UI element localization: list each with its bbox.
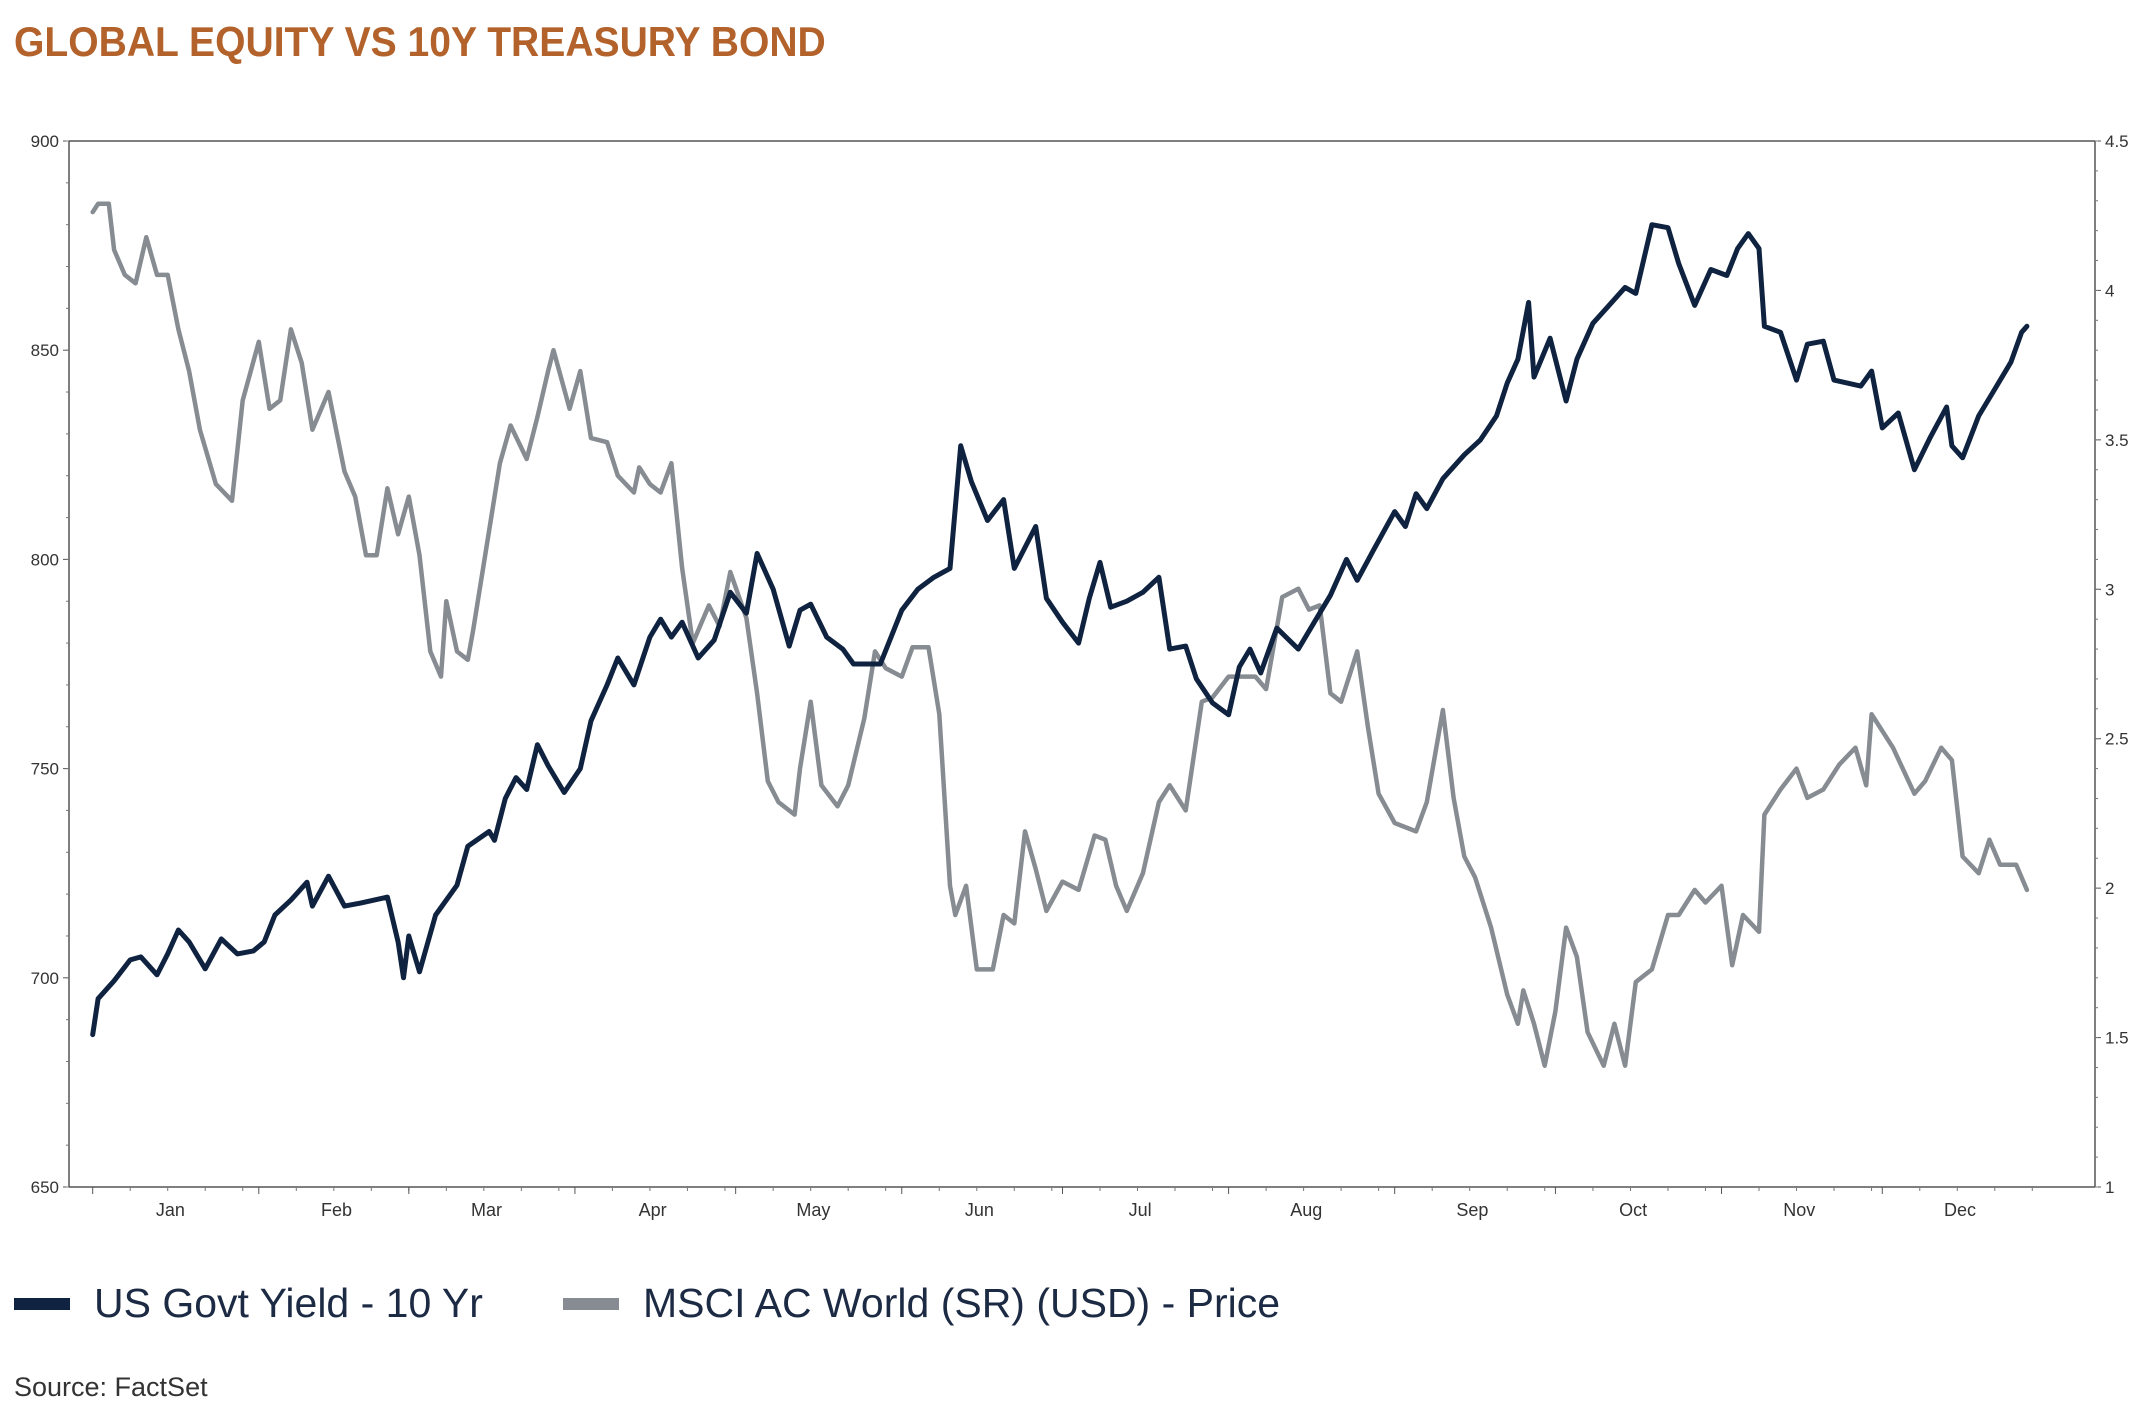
x-tick-label: Sep bbox=[1456, 1200, 1488, 1220]
right-tick-label: 2 bbox=[2105, 879, 2114, 898]
left-tick-label: 700 bbox=[31, 969, 59, 988]
right-tick-label: 4.5 bbox=[2105, 132, 2129, 151]
axes: 650 700 750 800 850 900 1 1.5 2 2.5 3 3.5 4 4.5 Jan Feb… bbox=[31, 132, 2129, 1220]
chart-title: GLOBAL EQUITY VS 10Y TREASURY BOND bbox=[14, 18, 826, 65]
x-tick-label: Feb bbox=[321, 1200, 352, 1220]
left-tick-label: 900 bbox=[31, 132, 59, 151]
x-tick-label: Oct bbox=[1619, 1200, 1647, 1220]
x-tick-label: Aug bbox=[1290, 1200, 1322, 1220]
left-tick-label: 650 bbox=[31, 1178, 59, 1197]
x-tick-label: May bbox=[796, 1200, 830, 1220]
right-tick-label: 3 bbox=[2105, 580, 2114, 599]
x-tick-label: Mar bbox=[471, 1200, 502, 1220]
left-tick-label: 850 bbox=[31, 341, 59, 360]
x-tick-label: Nov bbox=[1783, 1200, 1815, 1220]
x-tick-label: Jun bbox=[965, 1200, 994, 1220]
left-tick-label: 750 bbox=[31, 760, 59, 779]
series-line-msci-acwi bbox=[90, 201, 2030, 1068]
legend-item-msci: MSCI AC World (SR) (USD) - Price bbox=[563, 1280, 1280, 1327]
right-tick-label: 3.5 bbox=[2105, 431, 2129, 450]
x-tick-label: Jul bbox=[1129, 1200, 1152, 1220]
x-tick-label: Jan bbox=[156, 1200, 185, 1220]
source-note: Source: FactSet bbox=[14, 1372, 208, 1402]
right-tick-label: 4 bbox=[2105, 281, 2114, 300]
legend-swatch-msci bbox=[563, 1297, 619, 1310]
series-line-us-govt-yield bbox=[90, 222, 2030, 1038]
legend-swatch-yield bbox=[14, 1297, 70, 1310]
right-tick-label: 1 bbox=[2105, 1178, 2114, 1197]
legend-label-msci: MSCI AC World (SR) (USD) - Price bbox=[643, 1280, 1281, 1326]
right-tick-label: 2.5 bbox=[2105, 730, 2129, 749]
legend-label-yield: US Govt Yield - 10 Yr bbox=[94, 1280, 483, 1326]
right-tick-label: 1.5 bbox=[2105, 1029, 2129, 1048]
legend-item-yield: US Govt Yield - 10 Yr bbox=[14, 1280, 483, 1327]
left-tick-label: 800 bbox=[31, 550, 59, 569]
series-lines bbox=[90, 201, 2030, 1068]
x-tick-label: Dec bbox=[1944, 1200, 1976, 1220]
x-tick-label: Apr bbox=[639, 1200, 667, 1220]
